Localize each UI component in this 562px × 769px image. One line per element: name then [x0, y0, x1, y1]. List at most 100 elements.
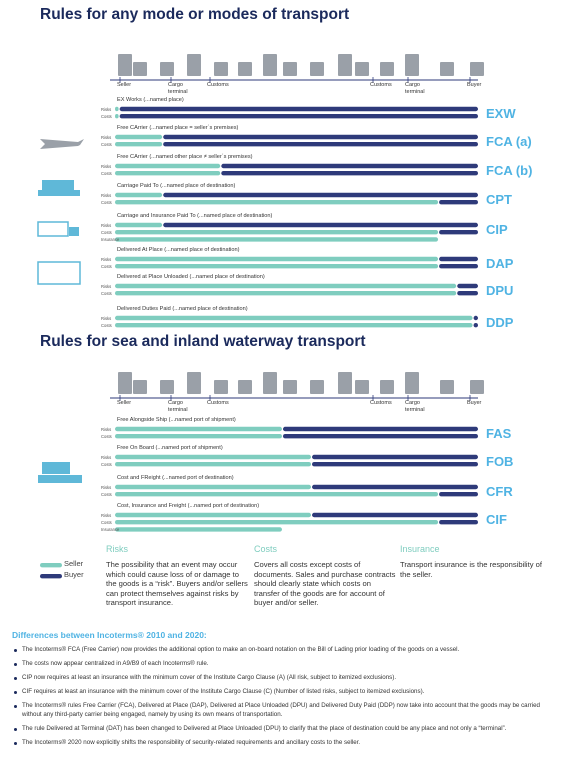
legend-swatch: [40, 563, 62, 568]
rule-label: EX Works (...named place): [117, 97, 184, 103]
stage-label: Buyer: [467, 82, 482, 88]
stage-label: Customs: [207, 82, 229, 88]
stage-icon: [355, 62, 369, 76]
stage-label: Cargo terminal: [405, 82, 425, 95]
stage-icon: [160, 380, 174, 394]
row-label: Costs: [101, 229, 112, 235]
seller-bar: [115, 434, 282, 439]
buyer-bar: [439, 200, 478, 205]
seller-bar: [115, 315, 473, 321]
seller-bar: [115, 283, 457, 289]
rule-code: DPU: [486, 283, 514, 298]
section-title: Rules for sea and inland waterway transp…: [40, 333, 366, 350]
buyer-bar: [439, 264, 478, 269]
legend-label: Seller: [64, 559, 84, 568]
stage-label: Seller: [117, 400, 132, 406]
rule-code: DAP: [486, 256, 514, 271]
difference-item: The Incoterms® 2020 now explicitly shift…: [12, 739, 540, 748]
row-label: Costs: [101, 433, 112, 439]
buyer-bar: [473, 315, 478, 321]
stage-icon: [440, 62, 454, 76]
stage-icon: [380, 380, 394, 394]
stage-icon: [310, 62, 324, 76]
stage-label: Customs: [207, 400, 229, 406]
row-label: Risks: [101, 512, 112, 518]
seller-bar: [115, 163, 221, 169]
row-label: Risks: [101, 222, 112, 228]
buyer-bar: [439, 520, 478, 525]
difference-item: The costs now appear centralized in A9/B…: [12, 660, 540, 669]
seller-bar: [115, 200, 439, 205]
seller-bar: [115, 230, 439, 235]
row-label: Risks: [101, 192, 112, 198]
row-label: Costs: [101, 322, 112, 328]
stage-icon: [238, 62, 252, 76]
row-label: Risks: [101, 256, 112, 262]
stage-icon: [187, 54, 201, 76]
stage-icon: [283, 62, 297, 76]
side-icons: [37, 139, 84, 483]
rule-code: FCA (b): [486, 163, 533, 178]
seller-bar: [115, 237, 439, 242]
stage-icon: [405, 54, 419, 76]
stage-icon: [118, 372, 132, 394]
seller-bar: [115, 142, 163, 147]
stage-icon: [263, 54, 277, 76]
row-label: Insurance: [101, 526, 120, 532]
seller-bar: [115, 171, 221, 176]
stage-icon: [160, 62, 174, 76]
buyer-bar: [221, 163, 478, 169]
rule-code: EXW: [486, 106, 516, 121]
plane-icon: [40, 139, 84, 149]
seller-bar: [115, 323, 473, 328]
difference-item: CIF requires at least an insurance with …: [12, 688, 540, 697]
rule-label: Cost and FReight (...named port of desti…: [117, 475, 234, 481]
seller-bar: [115, 106, 119, 112]
buyer-bar: [473, 323, 478, 328]
difference-item: The Incoterms® rules Free Carrier (FCA),…: [12, 702, 540, 719]
definition-text: Covers all costs except costs of documen…: [254, 560, 396, 608]
definition-text: Transport insurance is the responsibilit…: [400, 560, 542, 579]
stage-icon: [405, 372, 419, 394]
seller-bar: [115, 426, 282, 432]
seller-bar: [115, 192, 163, 198]
buyer-bar: [163, 142, 478, 147]
buyer-bar: [457, 291, 478, 296]
stage-icon: [440, 380, 454, 394]
row-label: Costs: [101, 199, 112, 205]
rule-code: CIP: [486, 222, 508, 237]
seller-bar: [115, 454, 312, 460]
differences-list: The Incoterms® FCA (Free Carrier) now pr…: [12, 646, 540, 752]
rule-label: Carriage Paid To (...named place of dest…: [117, 183, 236, 189]
truck-icon: [37, 221, 69, 237]
stage-label: Cargo terminal: [405, 400, 425, 413]
seller-bar: [115, 256, 439, 262]
row-label: Risks: [101, 315, 112, 321]
stage-icon: [470, 62, 484, 76]
rule-code: FOB: [486, 454, 514, 469]
stage-icon: [238, 380, 252, 394]
seller-bar: [115, 512, 312, 518]
buyer-bar: [119, 106, 478, 112]
row-label: Costs: [101, 263, 112, 269]
row-label: Risks: [101, 454, 112, 460]
seller-bar: [115, 264, 439, 269]
buyer-bar: [312, 454, 478, 460]
row-label: Risks: [101, 484, 112, 490]
buyer-bar: [119, 114, 478, 119]
rule-code: CIF: [486, 512, 507, 527]
buyer-bar: [312, 484, 478, 490]
buyer-bar: [163, 222, 478, 228]
row-label: Costs: [101, 113, 112, 119]
buyer-bar: [439, 256, 478, 262]
row-label: Costs: [101, 519, 112, 525]
definition-heading: Risks: [106, 544, 128, 554]
stage-icon: [263, 372, 277, 394]
buyer-bar: [312, 462, 478, 467]
row-label: Costs: [101, 461, 112, 467]
rule-code: CPT: [486, 192, 512, 207]
rule-label: Delivered at Place Unloaded (...named pl…: [117, 274, 265, 280]
sea-ship-icon: [42, 462, 70, 474]
